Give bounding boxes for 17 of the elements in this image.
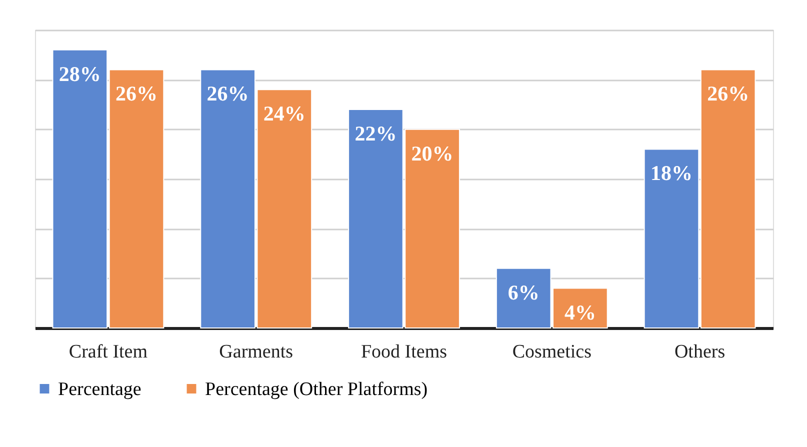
data-label: 18% xyxy=(650,161,692,186)
data-label: 26% xyxy=(707,82,750,106)
data-label: 26% xyxy=(116,82,158,106)
data-label: 4% xyxy=(564,300,596,324)
x-tick-label: Food Items xyxy=(360,342,448,362)
legend-label: Percentage xyxy=(58,378,142,400)
data-label: 26% xyxy=(206,82,249,106)
x-tick-label: Cosmetics xyxy=(512,342,592,362)
data-label: 20% xyxy=(411,141,454,166)
data-label: 6% xyxy=(508,280,540,304)
data-label: 24% xyxy=(263,102,306,126)
x-tick-label: Craft Item xyxy=(68,342,148,362)
data-label: 22% xyxy=(354,121,397,146)
x-tick-label: Garments xyxy=(219,342,294,362)
legend-label: Percentage (Other Platforms) xyxy=(205,378,428,400)
data-label: 28% xyxy=(58,62,101,86)
x-tick-label: Others xyxy=(674,342,726,362)
